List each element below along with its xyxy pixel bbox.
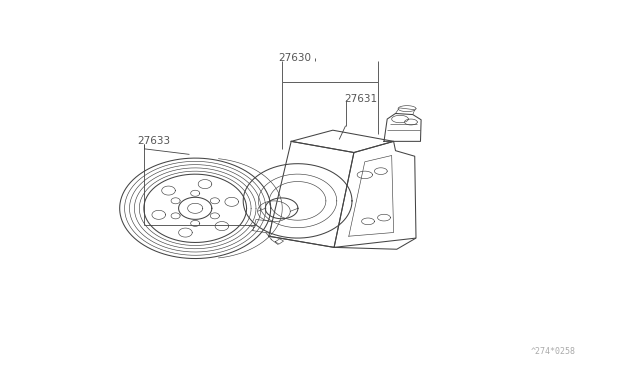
Text: 27633: 27633 bbox=[138, 137, 171, 146]
Text: 27631: 27631 bbox=[344, 94, 378, 103]
Text: ^274*0258: ^274*0258 bbox=[531, 347, 576, 356]
Text: 27630: 27630 bbox=[278, 53, 312, 62]
